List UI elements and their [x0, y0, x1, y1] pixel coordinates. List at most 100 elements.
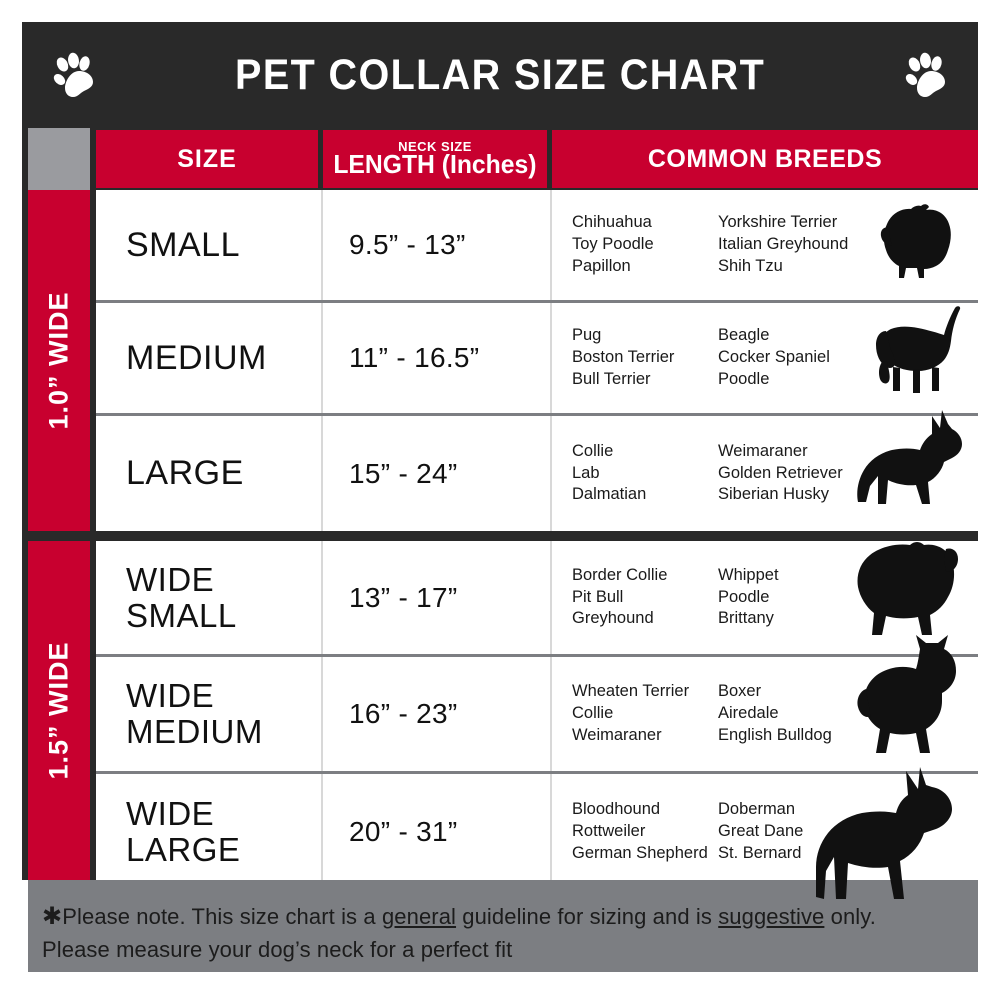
size-label-line1: WIDE	[126, 677, 215, 715]
breed-column-b: Doberman Great Dane St. Bernard	[718, 799, 868, 864]
page-title: PET COLLAR SIZE CHART	[234, 50, 766, 99]
group-1point5-inch-wide: 1.5” WIDE WIDE SMALL 13” - 17” Border Co…	[22, 541, 978, 890]
table-row: WIDE MEDIUM 16” - 23” Wheaten Terrier Co…	[96, 635, 978, 774]
asterisk-icon: ✱	[42, 903, 63, 930]
breed-item: Siberian Husky	[718, 485, 829, 504]
breed-item: English Bulldog	[718, 725, 832, 744]
breed-item: Cocker Spaniel	[718, 348, 830, 367]
footer-post: only.	[824, 904, 876, 929]
breed-item: German Shepherd	[572, 843, 708, 862]
breed-item: Chihuahua	[572, 213, 652, 232]
cell-length: 16” - 23”	[323, 657, 552, 771]
cell-size: WIDE LARGE	[96, 774, 323, 890]
breed-item: Italian Greyhound	[718, 235, 849, 254]
breed-item: Border Collie	[572, 565, 668, 584]
table-header-row: SIZE NECK SIZE LENGTH (Inches) COMMON BR…	[22, 128, 978, 190]
breed-item: Poodle	[718, 369, 770, 388]
breed-column-a: Bloodhound Rottweiler German Shepherd	[572, 799, 718, 864]
table-row: WIDE SMALL 13” - 17” Border Collie Pit B…	[96, 541, 978, 657]
paw-print-icon	[48, 50, 100, 102]
group-1-inch-wide: 1.0” WIDE SMALL 9.5” - 13” Chihuahua Toy…	[22, 190, 978, 531]
pet-collar-size-chart: PET COLLAR SIZE CHART SIZE NECK SIZE LEN…	[22, 22, 978, 972]
group-2-rows: WIDE SMALL 13” - 17” Border Collie Pit B…	[96, 541, 978, 890]
corner-cell	[28, 128, 90, 190]
breed-item: Doberman	[718, 800, 796, 819]
size-label-line1: WIDE	[126, 560, 215, 598]
breed-item: Weimaraner	[572, 725, 662, 744]
size-label-line2: LARGE	[126, 831, 241, 868]
group-label-1-inch: 1.0” WIDE	[28, 190, 90, 531]
footer-mid: guideline for sizing and is	[456, 904, 719, 929]
breed-item: Beagle	[718, 326, 770, 345]
column-header-size: SIZE	[96, 130, 318, 188]
pomeranian-silhouette-icon	[866, 200, 960, 292]
breed-item: Pit Bull	[572, 587, 624, 606]
footer-underline-suggestive: suggestive	[718, 904, 825, 929]
column-header-length-main: LENGTH (Inches)	[333, 148, 537, 179]
breed-item: Greyhound	[572, 609, 654, 628]
size-label: SMALL	[126, 225, 240, 264]
cell-length: 13” - 17”	[323, 541, 552, 654]
cell-size: MEDIUM	[96, 303, 323, 413]
size-label-line2: MEDIUM	[126, 713, 263, 750]
breed-item: Bull Terrier	[572, 369, 651, 388]
breed-item: Whippet	[718, 565, 779, 584]
group-label-1point5-inch: 1.5” WIDE	[28, 541, 90, 880]
size-label-line2: SMALL	[126, 596, 237, 634]
table-row: SMALL 9.5” - 13” Chihuahua Toy Poodle Pa…	[96, 190, 978, 303]
cell-size: WIDE MEDIUM	[96, 657, 323, 771]
table-row: LARGE 15” - 24” Collie Lab Dalmatian Wei…	[96, 410, 978, 531]
breed-column-b: Boxer Airedale English Bulldog	[718, 681, 868, 746]
cell-breeds: Chihuahua Toy Poodle Papillon Yorkshire …	[552, 190, 978, 300]
breed-item: Poodle	[718, 587, 770, 606]
footer-underline-general: general	[381, 904, 457, 929]
breed-item: Golden Retriever	[718, 463, 843, 482]
cell-size: SMALL	[96, 190, 323, 300]
column-header-length: NECK SIZE LENGTH (Inches)	[323, 130, 547, 188]
breed-item: Wheaten Terrier	[572, 682, 690, 701]
breed-item: Boxer	[718, 682, 762, 701]
breed-item: Great Dane	[718, 822, 804, 841]
breed-item: Pug	[572, 326, 602, 345]
breed-column-a: Chihuahua Toy Poodle Papillon	[572, 212, 718, 277]
breed-item: Airedale	[718, 704, 779, 723]
breed-item: Dalmatian	[572, 485, 647, 504]
dachshund-silhouette-icon	[856, 305, 970, 401]
breed-column-b: Weimaraner Golden Retriever Siberian Hus…	[718, 441, 868, 506]
breed-item: Weimaraner	[718, 441, 808, 460]
cell-size: WIDE SMALL	[96, 541, 323, 654]
breed-item: Shih Tzu	[718, 256, 783, 275]
breed-column-a: Wheaten Terrier Collie Weimaraner	[572, 681, 718, 746]
breed-column-a: Collie Lab Dalmatian	[572, 441, 718, 506]
cell-length: 11” - 16.5”	[323, 303, 552, 413]
cell-length: 20” - 31”	[323, 774, 552, 890]
column-header-neck-size-sup: NECK SIZE	[398, 138, 472, 154]
breed-column-b: Whippet Poodle Brittany	[718, 565, 868, 630]
table-row: MEDIUM 11” - 16.5” Pug Boston Terrier Bu…	[96, 303, 978, 416]
cell-size: LARGE	[96, 416, 323, 531]
group-label-text: 1.0” WIDE	[43, 291, 74, 430]
column-header-common-breeds: COMMON BREEDS	[552, 130, 978, 188]
breed-item: Rottweiler	[572, 822, 646, 841]
breed-column-a: Border Collie Pit Bull Greyhound	[572, 565, 718, 630]
paw-print-icon	[900, 50, 952, 102]
breed-item: Collie	[572, 704, 614, 723]
table-body: 1.0” WIDE SMALL 9.5” - 13” Chihuahua Toy…	[22, 190, 978, 899]
cell-breeds: Border Collie Pit Bull Greyhound Whippet…	[552, 541, 978, 654]
breed-item: Collie	[572, 441, 614, 460]
breed-item: Toy Poodle	[572, 235, 654, 254]
cell-breeds: Bloodhound Rottweiler German Shepherd Do…	[552, 774, 978, 890]
cell-breeds: Collie Lab Dalmatian Weimaraner Golden R…	[552, 410, 978, 531]
breed-column-b: Beagle Cocker Spaniel Poodle	[718, 325, 868, 390]
footer-note: ✱Please note. This size chart is a gener…	[28, 880, 978, 972]
footer-pre: Please note. This size chart is a	[62, 904, 382, 929]
size-label: MEDIUM	[126, 338, 267, 377]
footer-line-2: Please measure your dog’s neck for a per…	[42, 937, 513, 963]
cell-breeds: Wheaten Terrier Collie Weimaraner Boxer …	[552, 635, 978, 771]
cell-length: 9.5” - 13”	[323, 190, 552, 300]
breed-item: St. Bernard	[718, 843, 802, 862]
group-label-text: 1.5” WIDE	[43, 641, 74, 780]
breed-item: Brittany	[718, 609, 774, 628]
size-label: LARGE	[126, 454, 244, 493]
size-label-line1: WIDE	[126, 795, 215, 833]
